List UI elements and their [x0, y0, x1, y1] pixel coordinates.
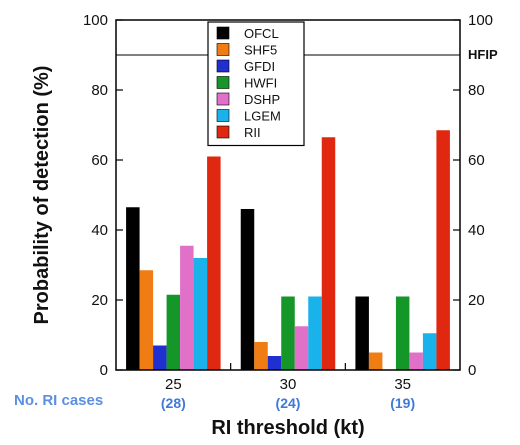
y-tick-label-left: 40	[91, 222, 108, 239]
legend-label-gfdi: GFDI	[244, 59, 275, 74]
bar-dshp-25	[180, 245, 194, 370]
case-count-label: (24)	[276, 395, 301, 411]
bar-shf5-35	[368, 352, 383, 370]
plot-frame	[115, 19, 461, 371]
legend-swatch-hwfi	[216, 76, 230, 89]
legend-label-lgem: LGEM	[244, 109, 281, 124]
bar-rii-35	[436, 130, 450, 370]
x-tick-label: 30	[280, 376, 297, 393]
y-axis-title: Probability of detection (%)	[31, 66, 53, 325]
case-count-label: (19)	[390, 395, 415, 411]
y-tick-label-right: 100	[468, 12, 493, 29]
x-tick-label: 25	[165, 376, 182, 393]
bar-ofcl-30	[240, 209, 255, 370]
y-tick-label-left: 60	[91, 152, 108, 169]
y-tick-label-left: 100	[83, 12, 108, 29]
bar-dshp-35	[409, 352, 423, 370]
cases-label: No. RI cases	[14, 392, 103, 409]
hfip-label: HFIP	[468, 47, 498, 62]
legend-swatch-gfdi	[216, 59, 230, 73]
bar-lgem-25	[193, 258, 208, 370]
bar-rii-25	[207, 156, 221, 370]
legend-swatch-lgem	[216, 109, 230, 122]
y-tick-label-right: 0	[468, 362, 476, 379]
y-tick-label-left: 0	[100, 362, 108, 379]
legend-swatch-ofcl	[216, 26, 230, 40]
bar-ofcl-35	[355, 296, 369, 370]
x-axis-title: RI threshold (kt)	[211, 417, 364, 439]
bar-gfdi-25	[153, 345, 167, 370]
bar-rii-30	[321, 137, 336, 370]
legend-swatch-dshp	[216, 92, 230, 106]
legend-label-hwfi: HWFI	[244, 76, 277, 91]
y-ticks-left: 0 20 40 60 80 100	[83, 12, 123, 379]
bar-hwfi-25	[166, 294, 181, 370]
bars-layer	[126, 130, 450, 370]
legend-label-ofcl: OFCL	[244, 26, 279, 41]
x-tick-label: 35	[394, 376, 411, 393]
bar-ofcl-25	[126, 207, 140, 370]
y-ticks-right: 0 20 40 60 80 100	[453, 12, 493, 379]
bar-shf5-25	[139, 270, 154, 370]
legend-swatch-rii	[216, 125, 230, 139]
case-count-label: (28)	[161, 395, 186, 411]
y-tick-label-right: 40	[468, 222, 485, 239]
legend-label-shf5: SHF5	[244, 43, 277, 58]
y-tick-label-right: 80	[468, 82, 485, 99]
x-ticks: 25 (28) 30 (24) 35 (19)	[161, 363, 415, 411]
y-tick-label-right: 20	[468, 292, 485, 309]
bar-lgem-35	[422, 333, 437, 370]
y-tick-label-left: 80	[91, 82, 108, 99]
bar-shf5-30	[254, 342, 268, 370]
bar-lgem-30	[308, 296, 322, 370]
legend-label-rii: RII	[244, 125, 261, 140]
bar-dshp-30	[294, 326, 309, 370]
bar-gfdi-30	[267, 356, 282, 370]
bar-hwfi-35	[395, 296, 410, 370]
y-tick-label-left: 20	[91, 292, 108, 309]
y-tick-label-right: 60	[468, 152, 485, 169]
legend-label-dshp: DSHP	[244, 92, 280, 107]
legend-swatch-shf5	[216, 43, 230, 56]
bar-hwfi-30	[281, 296, 295, 370]
